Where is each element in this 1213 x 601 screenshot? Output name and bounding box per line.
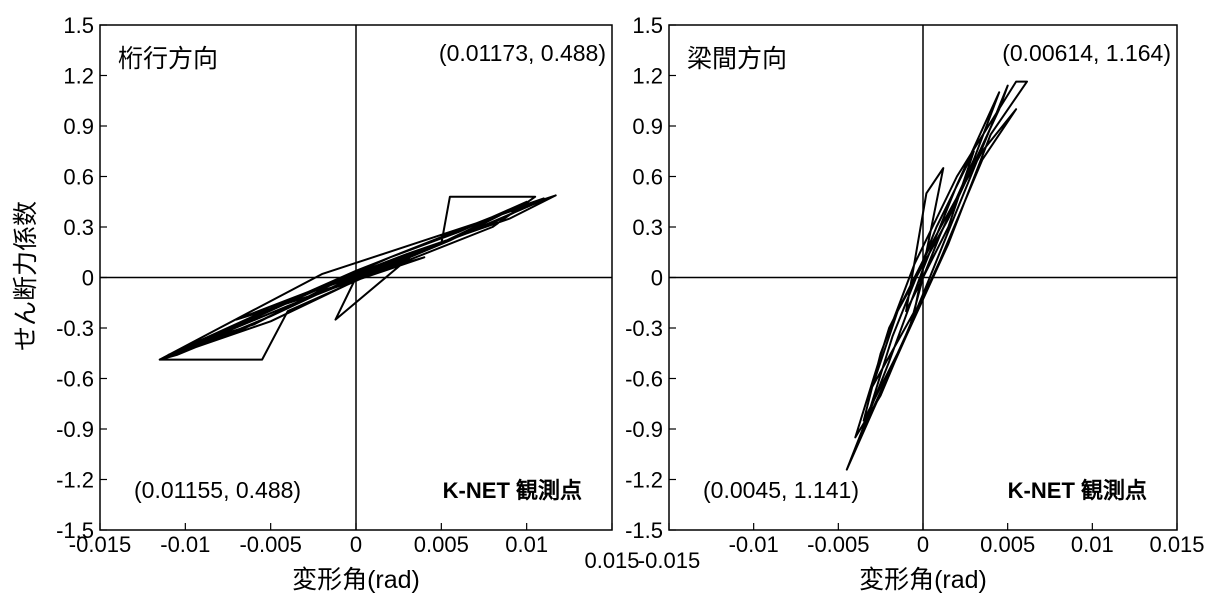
x-tick-label: 0 (917, 532, 929, 557)
x-tick-label: -0.01 (729, 532, 779, 557)
min-point-annotation: (0.01155, 0.488) (134, 477, 301, 503)
x-axis-title: 変形角(rad) (859, 566, 987, 594)
y-tick-label: 0.9 (63, 114, 94, 139)
x-tick-label: 0.005 (980, 532, 1035, 557)
x-tick-label: -0.015 (638, 548, 700, 573)
station-label: K-NET 観測点 (1008, 478, 1147, 503)
y-tick-label: -1.2 (625, 468, 663, 493)
y-tick-label: -1.5 (625, 518, 663, 543)
x-tick-label: 0.01 (1071, 532, 1114, 557)
hysteresis-curve (158, 194, 557, 361)
y-tick-label: 0 (651, 266, 663, 291)
y-tick-label: 1.5 (632, 13, 663, 38)
x-tick-label: 0.015 (1149, 532, 1204, 557)
y-tick-label: 0.9 (632, 114, 663, 139)
y-tick-label: -0.3 (625, 316, 663, 341)
x-tick-label: -0.01 (160, 532, 210, 557)
y-tick-label: -1.5 (56, 518, 94, 543)
y-tick-label: 0.6 (63, 165, 94, 190)
y-tick-label: 0.6 (632, 165, 663, 190)
max-point-annotation: (0.00614, 1.164) (1002, 40, 1171, 66)
panel-2: 1.5 1.2 0.9 0.6 0.3 0 -0.3 -0.6 -0.9 -1.2 -1.5 -0.0… (625, 13, 1204, 594)
y-tick-label: -0.3 (56, 316, 94, 341)
x-axis-title: 変形角(rad) (292, 566, 420, 594)
station-label: K-NET 観測点 (443, 478, 582, 503)
min-point-annotation: (0.0045, 1.141) (703, 477, 859, 503)
panel-1: 1.51.20.90.60.30-0.3-0.6-0.9-1.2-1.5-0.0… (56, 13, 639, 594)
y-tick-label: 1.2 (632, 64, 663, 89)
panel-label: 梁間方向 (687, 45, 787, 73)
y-tick-label: -0.6 (625, 367, 663, 392)
x-tick-label: 0.005 (414, 532, 469, 557)
x-tick-label: -0.005 (239, 532, 301, 557)
y-axis-title: せん断力係数 (12, 201, 40, 351)
x-tick-label: -0.005 (807, 532, 869, 557)
max-point-annotation: (0.01173, 0.488) (439, 40, 606, 66)
x-tick-label: 0 (350, 532, 362, 557)
y-tick-label: 0.3 (632, 215, 663, 240)
y-tick-label: -0.9 (625, 417, 663, 442)
y-tick-label: -0.9 (56, 417, 94, 442)
panel-label: 桁行方向 (118, 45, 218, 73)
x-tick-label: 0.01 (505, 532, 548, 557)
chart-panels: 1.51.20.90.60.30-0.3-0.6-0.9-1.2-1.5-0.0… (56, 13, 1204, 594)
y-tick-label: 0.3 (63, 215, 94, 240)
x-tick-label: 0.015 (584, 548, 639, 573)
y-tick-label: 1.5 (63, 13, 94, 38)
x-tick-label: -0.015 (69, 532, 131, 557)
y-tick-label: 0 (82, 266, 94, 291)
y-tick-label: 1.2 (63, 64, 94, 89)
hysteresis-curve (845, 80, 1028, 471)
y-tick-label: -1.2 (56, 468, 94, 493)
y-tick-label: -0.6 (56, 367, 94, 392)
